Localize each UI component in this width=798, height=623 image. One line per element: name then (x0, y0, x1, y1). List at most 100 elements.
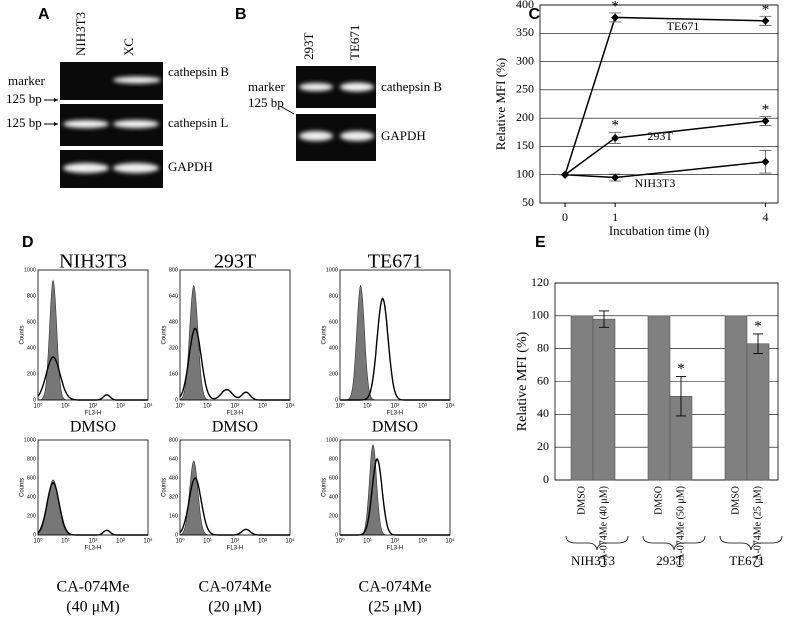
y-tick-label: 800 (169, 267, 178, 273)
point (761, 16, 770, 25)
plot-frame (179, 269, 291, 401)
x-axis-label: FL3-H (85, 411, 102, 417)
y-axis-label: Counts (322, 478, 328, 497)
band-label: cathepsin B (381, 79, 442, 94)
cell-line-title: TE671 (368, 251, 422, 273)
y-axis-label: Counts (162, 478, 168, 497)
brace (642, 535, 706, 551)
band-label: cathepsin L (168, 115, 228, 130)
histogram-control (340, 444, 450, 536)
y-axis-label: Counts (20, 478, 26, 497)
gel-band (340, 82, 374, 92)
x-axis-label: FL3-H (387, 546, 404, 552)
arrow-head (54, 98, 58, 102)
significance-mark: * (762, 2, 770, 18)
gel-band (113, 120, 159, 128)
x-tick-label: 10¹ (61, 404, 70, 410)
group-label: 293T (656, 553, 684, 568)
plot-frame (37, 439, 149, 536)
y-tick-label: 200 (329, 371, 338, 377)
y-tick-label: 300 (516, 53, 534, 67)
y-tick-label: 0 (335, 397, 338, 403)
histogram-control (37, 479, 148, 536)
y-tick-label: 640 (169, 293, 178, 299)
x-tick-label: 10⁴ (285, 538, 295, 545)
y-tick-label: 0 (33, 532, 36, 538)
x-tick-label: 10³ (418, 404, 427, 410)
y-tick-label: 600 (329, 319, 338, 325)
gel-band (63, 120, 109, 128)
gel-left-label: marker (8, 73, 45, 88)
x-tick-label: 10² (391, 404, 400, 410)
y-axis-label: Relative MFI (%) (493, 58, 508, 150)
treatment-label: DMSO (372, 419, 418, 436)
y-tick-label: 400 (27, 494, 36, 500)
y-tick-label: 480 (169, 475, 178, 481)
y-tick-label: 60 (537, 373, 549, 387)
y-tick-label: 150 (516, 138, 534, 152)
x-axis-label: FL3-H (227, 546, 244, 552)
y-tick-label: 800 (329, 456, 338, 462)
x-tick-label: 10³ (116, 539, 125, 545)
y-tick-label: 200 (27, 513, 36, 519)
panel-label: D (22, 234, 34, 251)
cell-line-title: 293T (214, 251, 256, 273)
group-braces (565, 535, 783, 551)
y-tick-label: 160 (169, 371, 178, 377)
lane-label: TE671 (347, 25, 362, 60)
gel-band (299, 131, 333, 141)
y-tick-label: 40 (537, 406, 549, 420)
x-tick-label: 10¹ (203, 404, 212, 410)
arrow (279, 105, 295, 115)
y-tick-label: 800 (27, 456, 36, 462)
y-tick-label: 400 (27, 345, 36, 351)
panel-label: E (535, 234, 546, 251)
gel-band (113, 76, 161, 84)
plot-frame (179, 439, 291, 536)
x-tick-label: 10⁰ (335, 538, 345, 545)
band-label: GAPDH (381, 128, 426, 143)
y-tick-label: 1000 (326, 267, 338, 273)
y-tick-label: 100 (516, 166, 534, 180)
y-tick-label: 200 (27, 371, 36, 377)
y-tick-label: 80 (537, 340, 549, 354)
x-tick-label: 10⁰ (33, 403, 43, 410)
cell-line-title: NIH3T3 (59, 251, 127, 273)
y-tick-label: 1000 (326, 437, 338, 443)
x-tick-label: 10² (89, 539, 98, 545)
y-tick-label: 1000 (24, 437, 36, 443)
point (761, 116, 770, 125)
significance-mark: * (677, 361, 685, 377)
x-tick-label: CA-074Me (40 μM) (598, 486, 609, 567)
y-axis-label: Counts (322, 325, 328, 344)
y-tick-label: 480 (169, 319, 178, 325)
treatment-label: CA-074Me (57, 579, 130, 596)
y-axis-label: Counts (162, 325, 168, 344)
y-tick-label: 120 (531, 275, 549, 289)
treatment-label: DMSO (70, 419, 116, 436)
y-tick-label: 0 (175, 397, 178, 403)
x-tick-label: 10⁰ (335, 403, 345, 410)
treatment-label: CA-074Me (199, 579, 272, 596)
gel-band (299, 83, 333, 91)
dose-label: (25 μM) (368, 599, 421, 616)
plot-frame (339, 439, 451, 536)
arrow-head (54, 122, 58, 126)
significance-mark: * (611, 0, 619, 14)
histogram-control (179, 460, 290, 536)
lane-label: NIH3T3 (73, 12, 88, 56)
x-tick-label: 10³ (258, 539, 267, 545)
gel-band (340, 131, 374, 141)
point (611, 173, 620, 182)
significance-mark: * (611, 118, 619, 134)
point (761, 157, 770, 166)
x-tick-label: 10² (89, 404, 98, 410)
x-tick-label: 1 (612, 210, 618, 224)
x-tick-label: 10² (231, 539, 240, 545)
x-tick-label: 10⁴ (445, 538, 455, 545)
y-tick-label: 400 (329, 345, 338, 351)
plot-frame (339, 269, 451, 401)
y-tick-label: 400 (329, 494, 338, 500)
x-tick-label: 10² (391, 539, 400, 545)
